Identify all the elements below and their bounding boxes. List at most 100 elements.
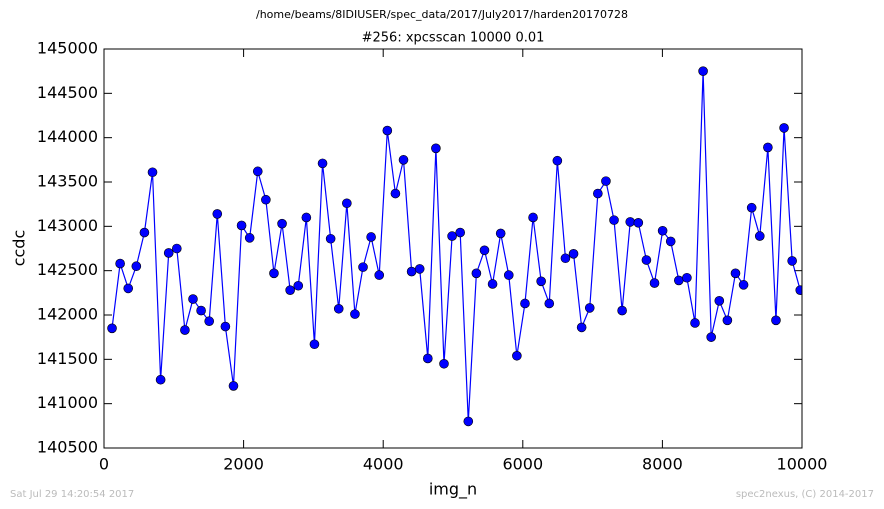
point (163, 248, 174, 258)
y-tick-label: 141000 (37, 393, 98, 412)
point (763, 142, 773, 153)
x-tick-label: 6000 (502, 455, 543, 474)
point (617, 305, 627, 316)
point (382, 125, 393, 136)
point (633, 217, 644, 228)
point (139, 227, 150, 238)
point (374, 270, 385, 280)
point (771, 315, 781, 326)
y-tick-label: 143500 (37, 172, 98, 191)
point (706, 332, 716, 342)
point (754, 231, 765, 241)
point (342, 198, 352, 209)
point (131, 261, 142, 272)
point (277, 218, 287, 229)
point (722, 315, 733, 326)
point (520, 298, 530, 309)
point (560, 253, 571, 264)
point (252, 166, 263, 177)
point (350, 309, 360, 319)
plot-area (107, 66, 802, 427)
point (196, 305, 206, 316)
point (285, 285, 295, 295)
point (738, 280, 749, 290)
point (657, 225, 668, 236)
x-tick-label: 4000 (363, 455, 404, 474)
point (746, 202, 757, 213)
suptitle: /home/beams/8IDIUSER/spec_data/2017/July… (256, 8, 628, 21)
point (398, 155, 409, 165)
point (309, 339, 320, 350)
point (665, 236, 676, 247)
point (147, 167, 158, 178)
point (730, 268, 741, 279)
point (649, 278, 660, 288)
y-tick-label: 144500 (37, 83, 98, 102)
point (447, 231, 457, 241)
point (406, 266, 417, 277)
point (536, 276, 546, 287)
point (115, 258, 125, 269)
point (690, 318, 700, 328)
point (698, 66, 708, 76)
chart-title: #256: xpcsscan 10000 0.01 (362, 31, 545, 46)
point (107, 323, 117, 334)
point (123, 283, 134, 294)
point (455, 227, 465, 238)
point (779, 123, 789, 133)
point (674, 275, 684, 286)
point (423, 353, 433, 364)
point (576, 322, 587, 333)
point (220, 321, 231, 332)
point (471, 268, 482, 279)
x-tick-label: 0 (99, 455, 109, 474)
point (682, 272, 692, 283)
footer-left: Sat Jul 29 14:20:54 2017 (10, 489, 134, 500)
point (544, 298, 555, 309)
point (439, 358, 449, 369)
point (301, 212, 312, 223)
point (625, 217, 636, 227)
point (236, 220, 247, 231)
point (325, 233, 336, 244)
point (512, 350, 522, 361)
footer-right: spec2nexus, (C) 2014-2017 (736, 489, 874, 500)
point (244, 233, 255, 243)
y-tick-label: 144000 (37, 127, 98, 146)
point (528, 212, 538, 223)
y-axis-label: ccdc (10, 230, 29, 267)
point (358, 262, 368, 272)
point (261, 194, 271, 205)
point (593, 188, 603, 199)
point (269, 268, 279, 279)
y-tick-label: 142000 (37, 305, 98, 324)
point (795, 285, 802, 295)
point (584, 303, 595, 313)
y-tick-label: 141500 (37, 349, 98, 368)
point (552, 155, 563, 166)
x-axis-label: img_n (429, 480, 477, 500)
point (609, 215, 619, 225)
point (787, 256, 797, 266)
y-tick-label: 143000 (37, 216, 98, 235)
y-tick-label: 140500 (37, 438, 98, 457)
point (495, 228, 506, 239)
point (333, 303, 344, 314)
point (172, 243, 182, 254)
point (414, 264, 425, 274)
point (188, 294, 198, 304)
point (155, 374, 166, 385)
point (293, 280, 304, 291)
y-tick-label: 145000 (37, 39, 98, 58)
x-tick-label: 2000 (223, 455, 264, 474)
y-tick-label: 142500 (37, 260, 98, 279)
point (317, 158, 328, 169)
point (601, 176, 611, 186)
x-tick-label: 8000 (642, 455, 683, 474)
point (431, 143, 441, 154)
point (204, 316, 214, 327)
point (479, 245, 490, 256)
x-tick-label: 10000 (777, 455, 828, 474)
